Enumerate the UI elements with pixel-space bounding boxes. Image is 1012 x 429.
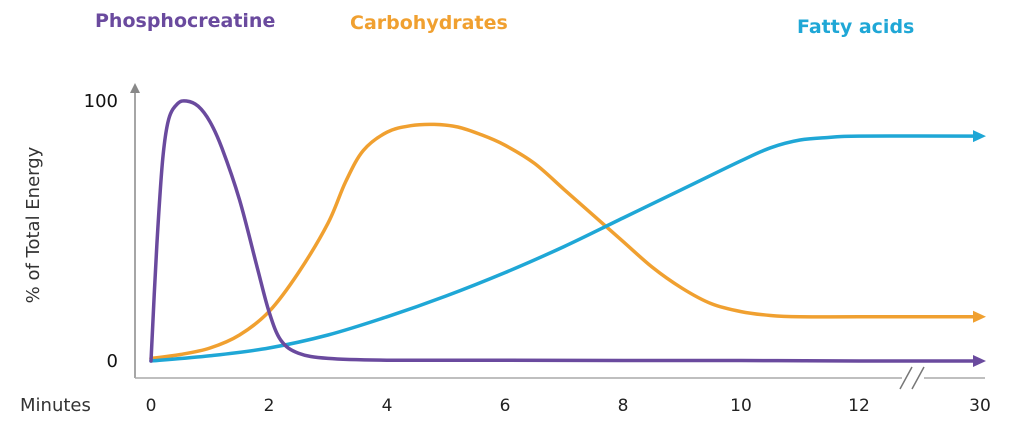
legend-carbohydrates: Carbohydrates	[350, 12, 508, 34]
x-tick-label: 10	[730, 396, 752, 416]
x-tick-label: 4	[382, 396, 393, 416]
legend-fatty-acids: Fatty acids	[797, 16, 914, 38]
y-tick-labels: 0 100	[84, 91, 118, 372]
x-axis-break	[899, 366, 925, 390]
y-tick-label: 100	[84, 91, 118, 112]
x-tick-label: 30	[969, 396, 991, 416]
series-line-phosphocreatine	[149, 99, 986, 368]
series-lines	[149, 99, 986, 368]
x-tick-label: 8	[618, 396, 629, 416]
legend-phosphocreatine: Phosphocreatine	[95, 10, 275, 32]
x-tick-label: 12	[848, 396, 870, 416]
x-tick-label: 6	[500, 396, 511, 416]
x-axis-title: Minutes	[20, 395, 91, 416]
x-tick-labels: 0 2 4 6 8 10 12 30	[146, 396, 991, 416]
y-tick-label: 0	[107, 351, 118, 372]
x-tick-label: 0	[146, 396, 157, 416]
series-line-carbohydrates	[149, 122, 986, 361]
y-axis-title: % of Total Energy	[23, 146, 44, 303]
series-line-fatty-acids	[149, 130, 986, 363]
x-tick-label: 2	[264, 396, 275, 416]
